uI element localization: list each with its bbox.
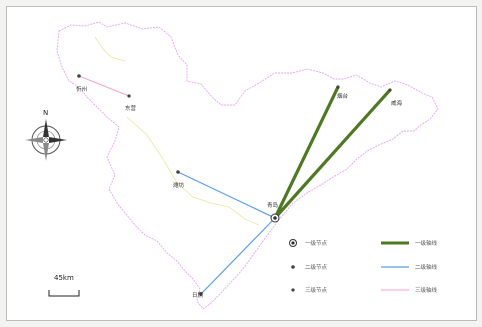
scale-bar-label: 45km <box>54 274 74 282</box>
city-marker <box>77 74 81 78</box>
legend-axis-secondary-label: 二级轴线 <box>415 263 438 271</box>
inner-boundary <box>126 116 260 226</box>
legend-node-tertiary-label: 三级节点 <box>305 286 328 294</box>
north-label: N <box>43 109 48 117</box>
secondary-axis-line <box>200 217 276 295</box>
legend-node-primary-icon <box>289 239 297 247</box>
city-label-dongying: 东营 <box>125 104 137 112</box>
region-boundary <box>56 21 439 310</box>
city-label-weihai: 威海 <box>391 99 403 107</box>
map-canvas: 忻州 东营 潍坊 烟台 威海 青岛 日照 N 45km <box>25 21 439 310</box>
city-marker-primary <box>270 213 280 223</box>
city-marker <box>127 94 131 98</box>
legend-node-tertiary-icon <box>291 288 295 292</box>
legend-node-secondary-icon <box>291 265 295 269</box>
map-panel: 忻州 东营 潍坊 烟台 威海 青岛 日照 N 45km <box>6 6 477 321</box>
legend-axis-primary-label: 一级轴线 <box>415 239 438 247</box>
inner-boundary-north <box>94 36 126 62</box>
compass-icon <box>25 119 67 161</box>
city-marker <box>388 88 392 92</box>
secondary-axis-line <box>177 171 276 219</box>
legend-node-primary-label: 一级节点 <box>305 239 328 247</box>
city-label-weifang: 潍坊 <box>173 181 185 189</box>
city-label-rizhao: 日照 <box>192 292 204 299</box>
city-label-qingdao: 青岛 <box>267 201 279 209</box>
primary-axis-line <box>273 88 392 220</box>
tertiary-axis-line <box>78 75 130 97</box>
city-marker <box>176 170 180 174</box>
legend-node-secondary-label: 二级节点 <box>305 263 328 271</box>
city-label-xinzhou: 忻州 <box>76 85 87 93</box>
city-label-yantai: 烟台 <box>337 92 349 100</box>
scale-bar <box>48 290 80 297</box>
legend-axis-tertiary-label: 三级轴线 <box>415 286 438 294</box>
primary-axis-line <box>273 86 340 219</box>
city-marker <box>336 85 340 89</box>
city-marker <box>199 292 203 296</box>
